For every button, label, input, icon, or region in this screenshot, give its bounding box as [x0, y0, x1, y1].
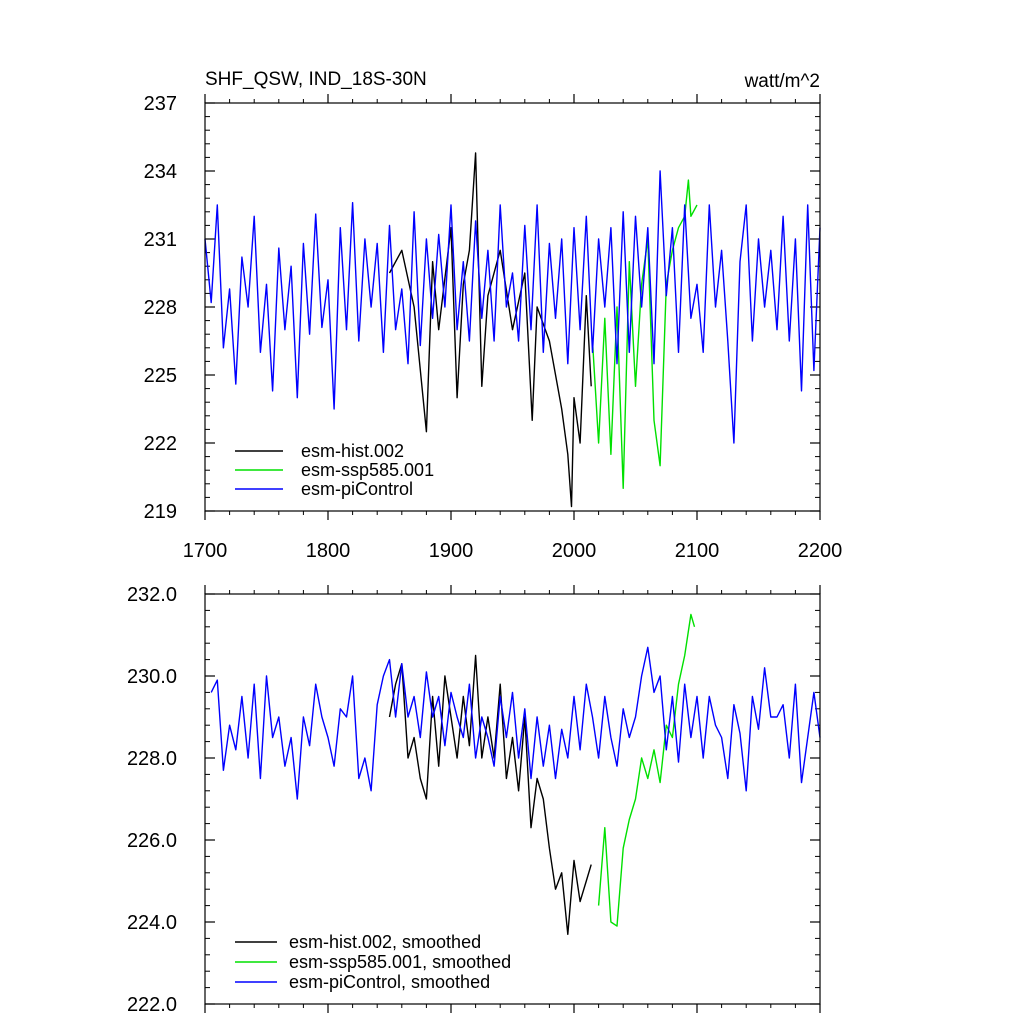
y-tick-label: 224.0 — [127, 912, 177, 934]
top-panel-title: SHF_QSW, IND_18S-30N — [205, 69, 427, 90]
bottom-panel-ticks — [204, 585, 821, 1013]
top-panel-series — [204, 152, 821, 508]
series-line-1 — [597, 613, 696, 927]
bottom-panel-tick-labels: 222.0 224.0 226.0 228.0 230.0 232.0 — [127, 584, 177, 1016]
x-tick-label: 1700 — [183, 540, 228, 562]
x-tick-label: 2100 — [675, 540, 720, 562]
y-tick-label: 232.0 — [127, 584, 177, 606]
x-tick-label: 2200 — [798, 540, 843, 562]
legend-label: esm-hist.002 — [301, 441, 404, 461]
y-tick-label: 234 — [144, 161, 177, 183]
y-tick-label: 222 — [144, 433, 177, 455]
legend-label: esm-ssp585.001, smoothed — [289, 952, 511, 972]
y-tick-label: 237 — [144, 93, 177, 115]
y-tick-label: 231 — [144, 229, 177, 251]
legend-label: esm-ssp585.001 — [301, 460, 434, 480]
bottom-panel-frame — [204, 593, 821, 1005]
series-line-0 — [388, 654, 592, 935]
top-panel: SHF_QSW, IND_18S-30N watt/m^2 1700 1800 19… — [144, 69, 843, 562]
series-line-2 — [210, 646, 821, 800]
legend-label: esm-piControl — [301, 479, 413, 499]
bottom-panel-series — [210, 613, 821, 935]
x-tick-label: 1800 — [306, 540, 351, 562]
top-panel-units: watt/m^2 — [744, 71, 820, 92]
y-tick-label: 225 — [144, 365, 177, 387]
y-tick-label: 228 — [144, 297, 177, 319]
legend-label: esm-hist.002, smoothed — [289, 932, 481, 952]
series-line-2 — [204, 170, 821, 444]
top-panel-tick-labels: 1700 1800 1900 2000 2100 2200 219 222 225 228 231 2… — [144, 93, 843, 562]
y-tick-label: 228.0 — [127, 748, 177, 770]
bottom-panel: 222.0 224.0 226.0 228.0 230.0 232.0 esm-hist.… — [127, 584, 821, 1016]
y-tick-label: 219 — [144, 501, 177, 523]
y-tick-label: 230.0 — [127, 666, 177, 688]
y-tick-label: 222.0 — [127, 994, 177, 1016]
x-tick-label: 1900 — [429, 540, 474, 562]
legend-label: esm-piControl, smoothed — [289, 972, 490, 992]
top-panel-frame — [204, 102, 821, 512]
x-tick-label: 2000 — [552, 540, 597, 562]
y-tick-label: 226.0 — [127, 830, 177, 852]
series-line-0 — [388, 152, 592, 508]
